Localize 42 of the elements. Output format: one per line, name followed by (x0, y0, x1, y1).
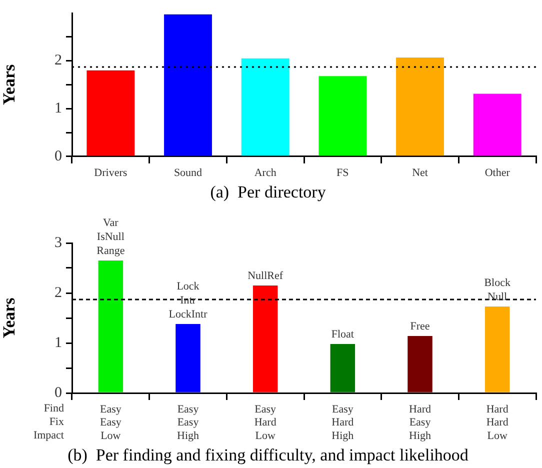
y-tick-label: 0 (54, 148, 62, 164)
text: (b) Per finding and fixing difficulty, and impact likelihood (68, 445, 469, 464)
x-tick-label: Sound (174, 166, 203, 179)
x-tick-label: Other (484, 166, 510, 179)
bar (252, 286, 278, 392)
bar (98, 260, 124, 392)
x-tick-label: Drivers (94, 166, 128, 179)
bar (408, 336, 432, 392)
text: Find Fix Impact (33, 402, 64, 442)
y-tick-label: 2 (54, 284, 62, 301)
annotation: Float (331, 328, 354, 340)
bar (396, 57, 444, 156)
y-axis-title: Years (0, 64, 19, 106)
bar (164, 14, 212, 156)
text: (a) Per directory (210, 182, 326, 202)
bar (330, 344, 356, 392)
x-tick-label: Easy Hard Low (254, 403, 277, 442)
annotation: Lock Intr LockIntr (168, 280, 208, 320)
y-tick-label: 1 (54, 334, 62, 351)
x-tick-label: Easy Easy Low (100, 403, 122, 442)
x-tick-label: Easy Hard High (332, 403, 354, 442)
x-tick-label: Net (412, 166, 428, 179)
x-tick-label: Arch (254, 166, 277, 179)
annotation: NullRef (248, 270, 284, 282)
x-tick-label: Hard Easy High (409, 403, 432, 442)
bar (86, 70, 135, 156)
bar (484, 306, 510, 392)
y-tick-label: 3 (54, 234, 62, 251)
bar (473, 94, 522, 156)
x-tick-label: Hard Hard Low (486, 403, 509, 442)
bar (241, 58, 290, 156)
y-tick-label: 1 (54, 100, 62, 117)
y-axis-title: Years (0, 297, 19, 338)
annotation: Free (410, 320, 430, 332)
annotation: Var IsNull Range (96, 216, 125, 257)
annotation: Block Null (484, 276, 511, 303)
x-tick-label: FS (336, 166, 349, 179)
y-tick-label: 2 (54, 52, 62, 69)
bar (176, 324, 200, 392)
y-tick-label: 0 (54, 384, 62, 401)
bar (318, 76, 367, 156)
x-tick-label: Easy Easy High (177, 403, 200, 442)
